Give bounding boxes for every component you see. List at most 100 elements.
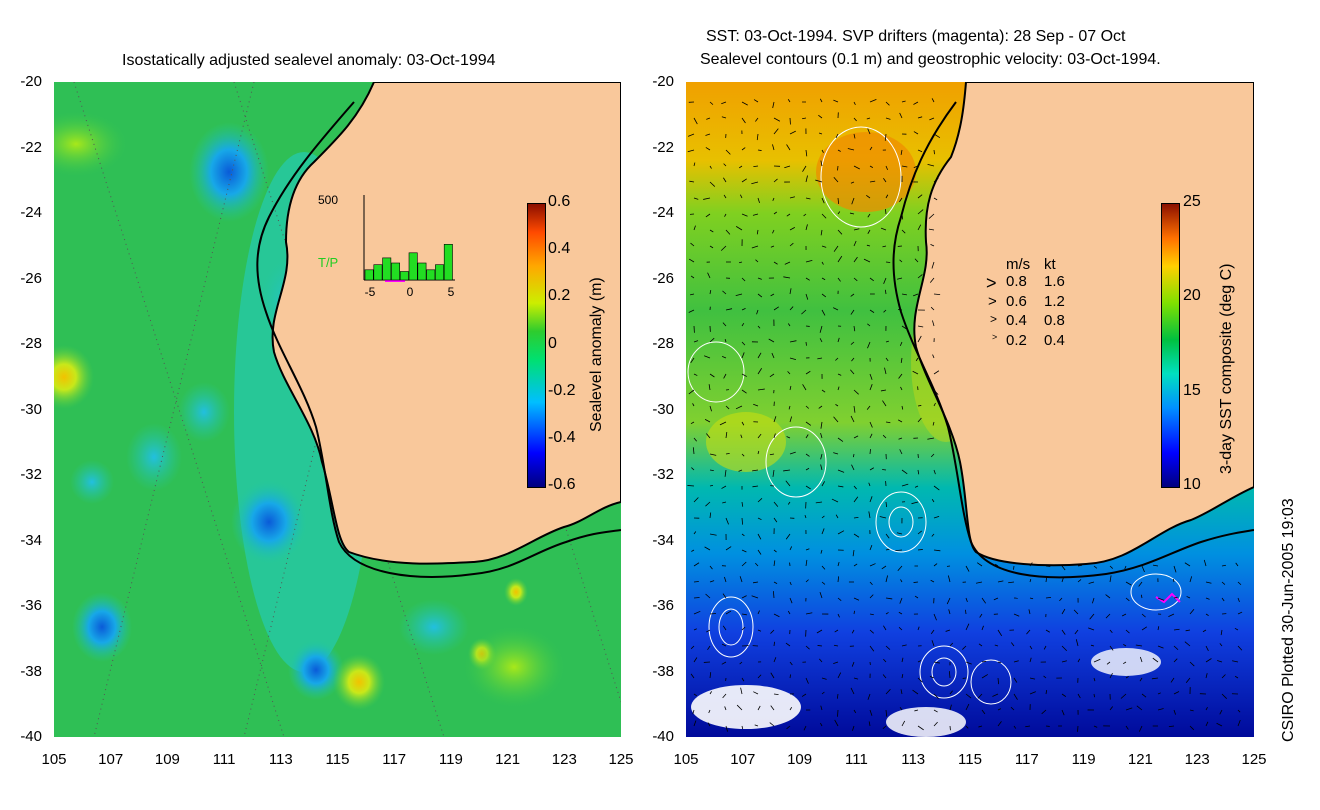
velocity-arrow (736, 704, 743, 711)
velocity-arrow (837, 197, 840, 204)
x-axis-tick-label: 111 (212, 751, 236, 768)
velocity-arrow (837, 709, 839, 717)
velocity-arrow (853, 101, 856, 106)
velocity-arrow (755, 259, 759, 263)
velocity-arrow (756, 309, 759, 315)
velocity-arrow (787, 501, 791, 505)
velocity-arrow (757, 498, 763, 503)
velocity-arrow (820, 160, 823, 167)
warm-water-patch (816, 132, 916, 212)
velocity-arrow (821, 197, 825, 204)
velocity-arrow (709, 337, 715, 343)
velocity-arrow (933, 197, 938, 201)
velocity-arrow (821, 677, 827, 680)
velocity-arrow (869, 99, 877, 103)
velocity-arrow (693, 197, 699, 200)
velocity-arrow (820, 722, 823, 727)
velocity-arrow (1029, 645, 1033, 650)
velocity-arrow (707, 645, 711, 651)
velocity-arrow (881, 565, 887, 570)
right-map-title-line2: Sealevel contours (0.1 m) and geostrophi… (700, 51, 1161, 68)
velocity-arrow (821, 277, 826, 281)
velocity-arrow (1093, 658, 1101, 663)
velocity-arrow (850, 369, 855, 375)
velocity-arrow (773, 591, 775, 599)
velocity-arrow (709, 181, 716, 187)
velocity-arrow (835, 404, 839, 407)
velocity-arrow (932, 320, 935, 327)
colorbar-tick-label: 20 (1183, 287, 1201, 305)
velocity-arrow (928, 213, 935, 219)
velocity-arrow (773, 549, 777, 553)
velocity-arrow (688, 389, 695, 395)
velocity-arrow (725, 453, 730, 455)
velocity-arrow (885, 709, 888, 717)
velocity-arrow (772, 469, 775, 477)
velocity-arrow (1045, 629, 1050, 633)
y-axis-tick-label: -26 (20, 269, 42, 287)
velocity-arrow (933, 133, 941, 139)
velocity-arrow (917, 325, 924, 328)
velocity-arrow (882, 434, 887, 439)
velocity-arrow (725, 149, 731, 155)
velocity-arrow (801, 309, 807, 315)
velocity-arrow (853, 709, 857, 714)
velocity-arrow (741, 533, 745, 537)
velocity-arrow (819, 338, 823, 343)
velocity-arrow (869, 709, 873, 716)
velocity-arrow (899, 259, 903, 263)
velocity-arrow (690, 421, 695, 425)
velocity-arrow (883, 178, 887, 183)
sealevel-contour (875, 491, 927, 553)
velocity-arrow (866, 117, 871, 120)
velocity-arrow (784, 261, 791, 265)
velocity-arrow (1109, 706, 1114, 711)
velocity-arrow (821, 528, 825, 535)
velocity-arrow (900, 579, 903, 583)
velocity-arrow (851, 197, 855, 205)
velocity-arrow (931, 499, 935, 503)
velocity-arrow (933, 661, 940, 664)
y-axis-tick-label: -36 (20, 597, 42, 614)
velocity-arrow (741, 341, 746, 346)
velocity-arrow (770, 245, 775, 248)
velocity-arrow (789, 130, 796, 135)
velocity-arrow (818, 405, 823, 409)
velocity-arrow (738, 165, 743, 169)
velocity-arrow (1122, 661, 1127, 665)
velocity-arrow (931, 98, 935, 103)
velocity-arrow (770, 629, 775, 634)
velocity-arrow (757, 352, 762, 359)
velocity-arrow (948, 609, 951, 615)
velocity-arrow (1109, 672, 1113, 679)
velocity-arrow (869, 594, 874, 599)
velocity-arrow (1045, 596, 1052, 599)
velocity-arrow (707, 722, 711, 727)
velocity-arrow (869, 449, 871, 455)
x-axis-tick-label: 117 (382, 751, 407, 768)
velocity-arrow (1139, 677, 1143, 682)
velocity-arrow (833, 245, 839, 252)
velocity-arrow (709, 229, 714, 233)
velocity-arrow (867, 213, 871, 218)
velocity-arrow (735, 293, 743, 296)
velocity-arrow (933, 402, 936, 407)
velocity-arrow (789, 597, 793, 604)
velocity-arrow (819, 591, 823, 599)
velocity-arrow (868, 482, 871, 487)
velocity-arrow (1151, 677, 1159, 680)
velocity-arrow (1125, 629, 1130, 634)
speed-legend-arrow-icon: > (988, 292, 997, 310)
velocity-arrow (898, 611, 903, 615)
velocity-arrow (772, 101, 775, 109)
x-axis-tick-label: 105 (673, 751, 699, 768)
velocity-arrow (1189, 725, 1195, 731)
velocity-arrow (853, 435, 859, 439)
velocity-arrow (805, 224, 808, 231)
velocity-arrow (847, 148, 855, 151)
velocity-arrow (930, 453, 935, 458)
velocity-arrow (721, 485, 727, 489)
velocity-arrow (1219, 709, 1223, 715)
velocity-arrow (1125, 725, 1129, 730)
velocity-arrow (913, 581, 919, 583)
